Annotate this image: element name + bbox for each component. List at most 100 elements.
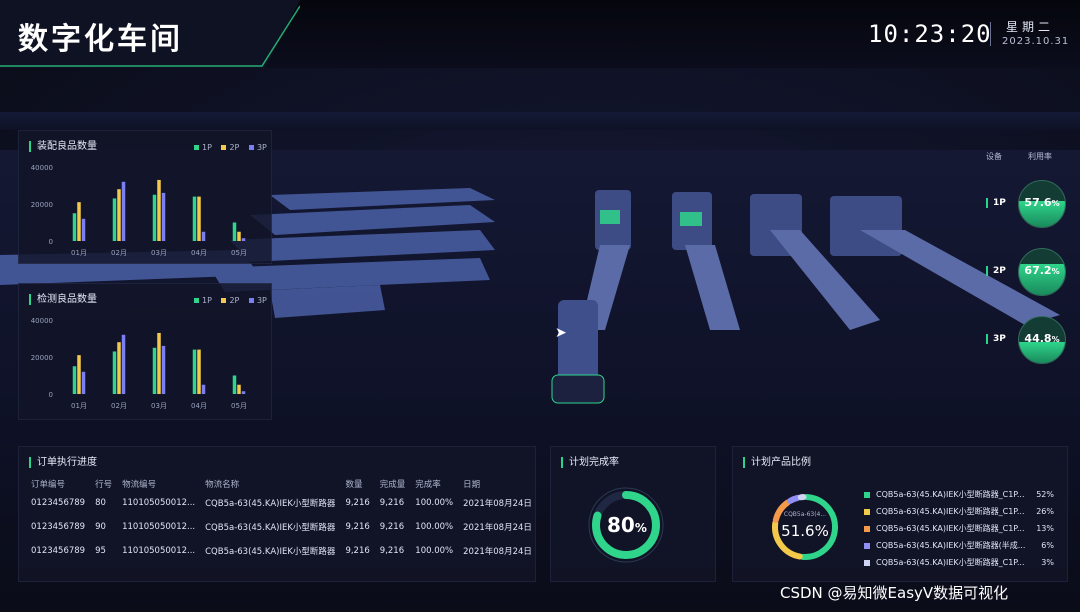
clock-time: 10:23:20 (868, 20, 992, 48)
bar-1p[interactable] (112, 198, 117, 241)
table-row[interactable]: 0123456789 80 110105050012... CQB5a-63(4… (27, 491, 535, 515)
col-header: 物流名称 (205, 480, 240, 490)
product-ratio-legend: CQB5a-63(45.KA)IEK小型断路器_C1P... 52% CQB5a-… (864, 486, 1054, 571)
bar-2p[interactable] (117, 189, 121, 241)
gauge-fill (1019, 342, 1065, 363)
x-tick-label: 01月 (71, 249, 87, 257)
util-label-3p: 3P (986, 334, 1006, 344)
bar-2p[interactable] (77, 355, 81, 394)
bar-1p[interactable] (232, 375, 237, 395)
legend-swatch-2p (221, 298, 227, 303)
donut-center-value: 51.6% (781, 522, 829, 540)
bar-3p[interactable] (121, 181, 126, 241)
bar-1p[interactable] (72, 213, 77, 241)
legend-swatch-1p (194, 145, 199, 150)
orders-title: 订单执行进度 (29, 457, 97, 468)
bar-3p[interactable] (161, 345, 166, 394)
gauge-fill (1019, 200, 1065, 227)
bar-3p[interactable] (81, 371, 86, 394)
ring-progress (592, 491, 660, 559)
legend-item[interactable]: CQB5a-63(45.KA)IEK小型断路器_C1P... 3% (864, 554, 1054, 571)
legend-item[interactable]: CQB5a-63(45.KA)IEK小型断路器_C1P... 26% (864, 503, 1054, 520)
y-tick-label: 20000 (31, 354, 53, 362)
inspection-bar-chart: 0 20000 40000 01月 02月 03月 04月 05月 (31, 317, 247, 410)
donut-slice[interactable] (772, 499, 791, 523)
legend-swatch-1p (194, 298, 199, 303)
legend-pct: 26% (1036, 507, 1054, 516)
orders-panel: 订单执行进度 订单编号 行号 物流编号 物流名称 数量 完成量 完成率 日期 0… (18, 446, 536, 582)
bar-3p[interactable] (161, 192, 166, 241)
table-row[interactable]: 0123456789 90 110105050012... CQB5a-63(4… (27, 515, 535, 539)
bar-1p[interactable] (192, 196, 197, 241)
bar-2p[interactable] (157, 179, 161, 241)
cell: 100.00% (415, 546, 454, 556)
y-tick-label: 40000 (31, 164, 53, 172)
assembly-bar-chart: 0 20000 40000 01月 02月 03月 04月 05月 (31, 164, 247, 257)
bar-1p[interactable] (232, 222, 237, 242)
bar-3p[interactable] (241, 391, 246, 394)
cell: 0123456789 (31, 546, 86, 556)
assembly-panel: 装配良品数量 1P 2P 3P 0 20000 40000 01月 02月 03月 04月 0… (18, 130, 272, 264)
bar-1p[interactable] (192, 349, 197, 394)
bar-1p[interactable] (112, 351, 117, 394)
col-header: 物流编号 (122, 480, 157, 490)
bar-1p[interactable] (152, 194, 157, 241)
y-tick-label: 0 (49, 391, 53, 399)
bar-1p[interactable] (72, 366, 77, 394)
donut-slice[interactable] (772, 519, 803, 560)
legend-2p: 2P (229, 143, 240, 152)
plan-completion-panel: 计划完成率 80% (550, 446, 716, 582)
x-tick-label: 04月 (191, 249, 207, 257)
legend-3p: 3P (256, 296, 267, 305)
bar-2p[interactable] (157, 332, 161, 394)
cell: 90 (95, 522, 106, 532)
util-label-1p: 1P (986, 198, 1006, 208)
bar-2p[interactable] (237, 231, 241, 241)
gauge-value: 44.8% (1024, 332, 1060, 345)
util-gauge-1p[interactable]: 57.6% (1018, 180, 1066, 228)
bar-3p[interactable] (121, 334, 126, 394)
cell: 110105050012... (122, 546, 196, 556)
util-col-device: 设备 (986, 152, 1002, 161)
x-tick-label: 02月 (111, 249, 127, 257)
gauge-value: 67.2% (1024, 264, 1060, 277)
legend-item[interactable]: CQB5a-63(45.KA)IEK小型断路器(半成... 6% (864, 537, 1054, 554)
bar-3p[interactable] (241, 238, 246, 241)
plan-completion-title: 计划完成率 (561, 457, 619, 468)
bar-2p[interactable] (77, 202, 81, 241)
bar-3p[interactable] (81, 218, 86, 241)
donut-slice[interactable] (787, 494, 801, 504)
bar-2p[interactable] (197, 196, 201, 241)
bar-2p[interactable] (117, 342, 121, 394)
cell: 9,216 (379, 498, 405, 508)
cell: 0123456789 (31, 522, 86, 532)
legend-item[interactable]: CQB5a-63(45.KA)IEK小型断路器_C1P... 52% (864, 486, 1054, 503)
clock-divider (990, 22, 991, 46)
table-row[interactable]: 0123456789 95 110105050012... CQB5a-63(4… (27, 539, 535, 563)
gauge-fill (1019, 264, 1065, 295)
x-tick-label: 03月 (151, 249, 167, 257)
completion-value: 80% (607, 513, 647, 537)
col-header: 完成量 (379, 480, 406, 490)
legend-item[interactable]: CQB5a-63(45.KA)IEK小型断路器_C1P... 13% (864, 520, 1054, 537)
product-ratio-panel: 计划产品比例 CQB5a-63(4... 51.6% (732, 446, 1068, 582)
util-gauge-3p[interactable]: 44.8% (1018, 316, 1066, 364)
page-title: 数字化车间 (18, 22, 183, 57)
inspection-legend: 1P 2P 3P (187, 296, 267, 305)
assembly-title: 装配良品数量 (29, 141, 97, 152)
bar-3p[interactable] (201, 231, 206, 241)
product-ratio-title: 计划产品比例 (743, 457, 811, 468)
bar-2p[interactable] (197, 349, 201, 394)
bar-1p[interactable] (152, 347, 157, 394)
orders-header-row: 订单编号 行号 物流编号 物流名称 数量 完成量 完成率 日期 (27, 477, 535, 491)
legend-1p: 1P (202, 143, 212, 152)
bar-2p[interactable] (237, 384, 241, 394)
util-gauge-2p[interactable]: 67.2% (1018, 248, 1066, 296)
cell: 2021年08月24日 (463, 547, 532, 557)
bar-3p[interactable] (201, 384, 206, 394)
y-tick-label: 40000 (31, 317, 53, 325)
donut-slice[interactable] (799, 494, 838, 560)
x-tick-label: 05月 (231, 249, 247, 257)
cell: 100.00% (415, 498, 454, 508)
ring-outer (588, 487, 664, 563)
